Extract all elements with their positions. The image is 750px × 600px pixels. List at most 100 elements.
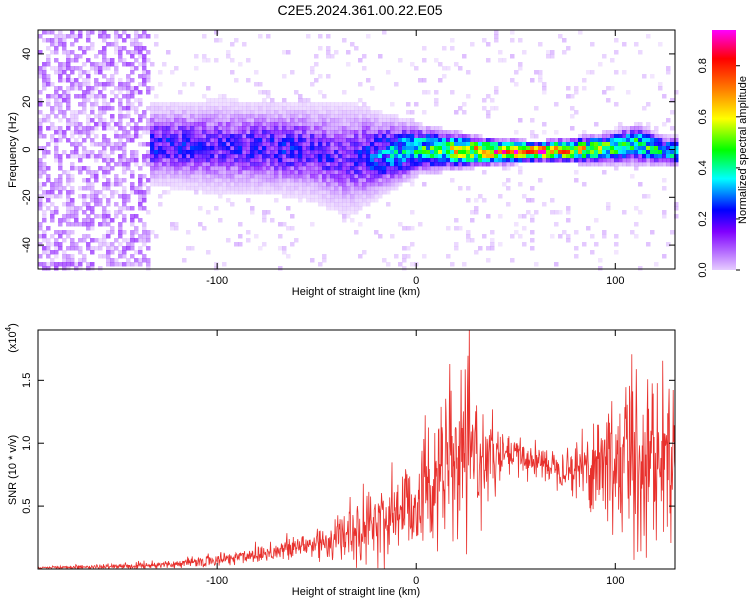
heatmap-cell: [510, 30, 515, 35]
heatmap-cell: [450, 90, 455, 95]
heatmap-cell: [626, 130, 631, 135]
heatmap-cell: [374, 134, 379, 139]
heatmap-cell: [66, 138, 71, 143]
heatmap-cell: [182, 134, 187, 139]
heatmap-cell: [82, 146, 87, 151]
heatmap-cell: [42, 38, 47, 43]
heatmap-cell: [130, 170, 135, 175]
heatmap-cell: [438, 130, 443, 135]
heatmap-cell: [242, 118, 247, 123]
heatmap-cell: [338, 210, 343, 215]
heatmap-cell: [322, 178, 327, 183]
heatmap-cell: [118, 146, 123, 151]
heatmap-cell: [334, 206, 339, 211]
heatmap-cell: [170, 130, 175, 135]
heatmap-cell: [146, 58, 151, 63]
heatmap-cell: [266, 102, 271, 107]
heatmap-cell: [414, 170, 419, 175]
heatmap-cell: [458, 134, 463, 139]
heatmap-cell: [142, 126, 147, 131]
heatmap-cell: [454, 142, 459, 147]
heatmap-cell: [550, 138, 555, 143]
heatmap-cell: [390, 154, 395, 159]
heatmap-cell: [650, 150, 655, 155]
heatmap-cell: [126, 242, 131, 247]
heatmap-cell: [330, 202, 335, 207]
heatmap-cell: [266, 154, 271, 159]
heatmap-cell: [66, 262, 71, 267]
heatmap-cell: [50, 182, 55, 187]
heatmap-cell: [190, 142, 195, 147]
heatmap-cell: [326, 162, 331, 167]
heatmap-cell: [258, 102, 263, 107]
heatmap-cell: [270, 118, 275, 123]
heatmap-cell: [262, 122, 267, 127]
heatmap-cell: [102, 158, 107, 163]
heatmap-cell: [374, 162, 379, 167]
heatmap-cell: [82, 222, 87, 227]
heatmap-cell: [310, 126, 315, 131]
heatmap-cell: [358, 194, 363, 199]
heatmap-cell: [314, 186, 319, 191]
heatmap-cell: [314, 102, 319, 107]
heatmap-cell: [426, 154, 431, 159]
heatmap-cell: [46, 54, 51, 59]
heatmap-cell: [534, 262, 539, 267]
heatmap-cell: [166, 150, 171, 155]
heatmap-cell: [646, 134, 651, 139]
heatmap-cell: [358, 178, 363, 183]
heatmap-cell: [350, 174, 355, 179]
heatmap-cell: [246, 186, 251, 191]
colorbar-ticks: 0.00.20.40.60.8: [697, 58, 740, 278]
heatmap-cell: [230, 186, 235, 191]
heatmap-cell: [266, 34, 271, 39]
heatmap-cell: [366, 130, 371, 135]
heatmap-cell: [270, 154, 275, 159]
heatmap-cell: [74, 126, 79, 131]
heatmap-cell: [186, 230, 191, 235]
heatmap-cell: [46, 98, 51, 103]
heatmap-cell: [122, 86, 127, 91]
heatmap-cell: [94, 214, 99, 219]
heatmap-cell: [494, 138, 499, 143]
heatmap-cell: [186, 110, 191, 115]
heatmap-cell: [430, 170, 435, 175]
heatmap-cell: [298, 98, 303, 103]
heatmap-cell: [514, 230, 519, 235]
heatmap-cell: [210, 146, 215, 151]
heatmap-cell: [574, 146, 579, 151]
heatmap-cell: [318, 102, 323, 107]
heatmap-cell: [246, 174, 251, 179]
heatmap-cell: [614, 102, 619, 107]
heatmap-cell: [434, 166, 439, 171]
heatmap-cell: [326, 50, 331, 55]
heatmap-cell: [314, 130, 319, 135]
heatmap-cell: [46, 246, 51, 251]
heatmap-cell: [250, 114, 255, 119]
heatmap-cell: [366, 138, 371, 143]
heatmap-cell: [218, 114, 223, 119]
heatmap-cell: [86, 82, 91, 87]
heatmap-cell: [122, 46, 127, 51]
heatmap-cell: [418, 78, 423, 83]
heatmap-cell: [326, 126, 331, 131]
heatmap-cell: [358, 190, 363, 195]
heatmap-cell: [70, 34, 75, 39]
heatmap-cell: [514, 154, 519, 159]
heatmap-cell: [370, 162, 375, 167]
heatmap-cell: [118, 78, 123, 83]
heatmap-cell: [342, 154, 347, 159]
heatmap-cell: [510, 78, 515, 83]
heatmap-cell: [542, 142, 547, 147]
heatmap-cell: [350, 134, 355, 139]
heatmap-cell: [274, 138, 279, 143]
heatmap-cell: [234, 166, 239, 171]
heatmap-cell: [262, 154, 267, 159]
heatmap-cell: [330, 190, 335, 195]
heatmap-cell: [126, 82, 131, 87]
heatmap-cell: [606, 98, 611, 103]
heatmap-cell: [222, 174, 227, 179]
heatmap-cell: [222, 182, 227, 187]
heatmap-cell: [234, 138, 239, 143]
heatmap-cell: [362, 110, 367, 115]
